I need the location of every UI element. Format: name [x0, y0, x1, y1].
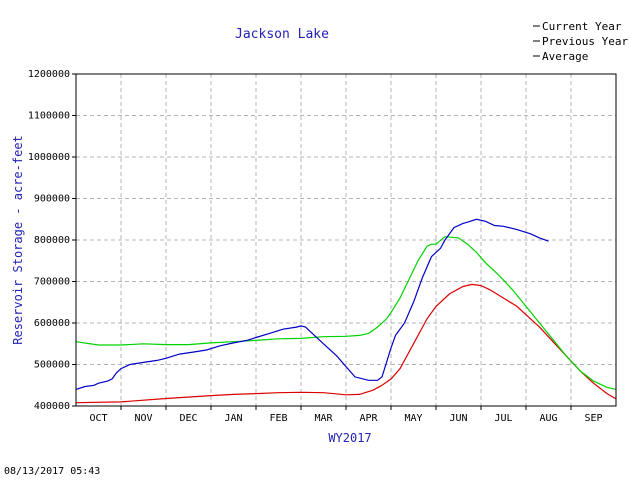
x-tick-label: SEP — [584, 413, 602, 424]
x-axis-label: WY2017 — [328, 431, 371, 445]
x-tick-label: MAY — [404, 413, 422, 424]
x-tick-label: MAR — [314, 413, 333, 424]
x-tick-label: JAN — [224, 413, 242, 424]
legend-label-average: Average — [542, 50, 588, 63]
y-tick-label: 500000 — [34, 360, 70, 371]
chart-title: Jackson Lake — [235, 27, 329, 42]
series-line-current — [75, 218, 549, 390]
y-axis-ticks: 400000 500000 600000 700000 800000 900000 1000… — [28, 69, 76, 412]
y-tick-label: 1200000 — [28, 69, 70, 80]
grid — [76, 74, 616, 406]
legend: Current Year Previous Year Average — [533, 20, 628, 63]
legend-label-current: Current Year — [542, 20, 622, 33]
y-tick-label: 400000 — [34, 401, 70, 412]
y-tick-label: 800000 — [34, 235, 70, 246]
y-tick-label: 600000 — [34, 318, 70, 329]
x-tick-label: OCT — [89, 413, 107, 424]
plot-frame — [75, 73, 617, 407]
timestamp: 08/13/2017 05:43 — [4, 466, 100, 477]
x-tick-label: JUN — [449, 413, 467, 424]
y-tick-label: 700000 — [34, 277, 70, 288]
legend-label-previous: Previous Year — [542, 35, 628, 48]
x-tick-label: FEB — [269, 413, 287, 424]
series-line-previous — [75, 236, 617, 390]
x-tick-label: AUG — [539, 413, 557, 424]
y-tick-label: 1100000 — [28, 111, 70, 122]
series-lines — [75, 218, 617, 404]
y-tick-label: 1000000 — [28, 152, 70, 163]
x-tick-label: NOV — [134, 413, 152, 424]
x-tick-label: DEC — [179, 413, 197, 424]
y-axis-label: Reservoir Storage - acre-feet — [11, 135, 25, 345]
x-tick-label: JUL — [494, 413, 512, 424]
y-tick-label: 900000 — [34, 194, 70, 205]
x-tick-label: APR — [359, 413, 378, 424]
series-line-average — [75, 283, 617, 404]
x-axis-ticks: OCT NOV DEC JAN FEB MAR APR MAY JUN JUL AUG SEP — [89, 406, 603, 424]
